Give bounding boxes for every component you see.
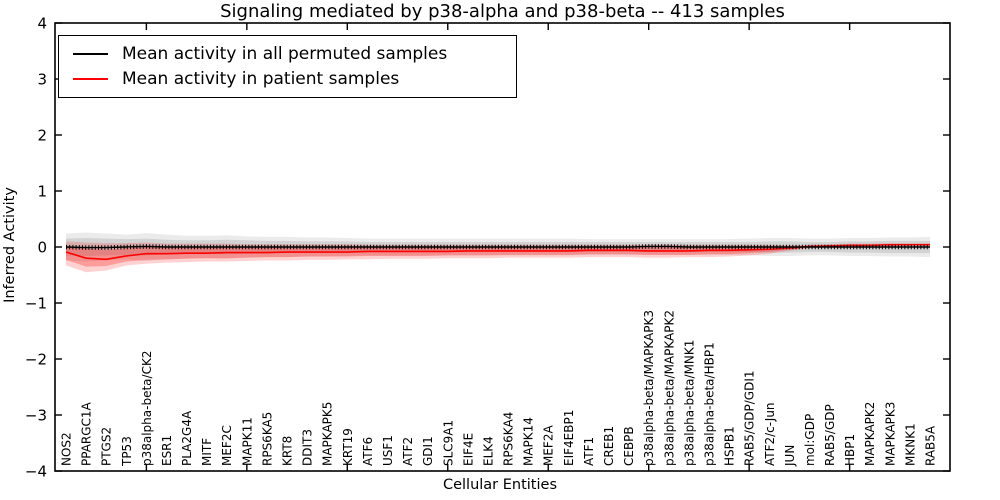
x-tick-label: RAB5/GDP/GDI1 [743,370,757,466]
x-tick-label: USF1 [381,435,395,466]
legend: Mean activity in all permuted samples Me… [58,35,517,98]
x-tick-label: p38alpha-beta/MNK1 [682,340,696,466]
x-tick-label: ATF1 [582,437,596,466]
legend-item-patient: Mean activity in patient samples [59,69,516,89]
x-tick-label: MAPKAPK5 [321,402,335,466]
x-tick-label: EIF4EBP1 [562,410,576,466]
y-tick-label: −4 [25,463,47,481]
x-tick-label: JUN [783,445,797,467]
legend-line-sample-permuted [73,52,108,55]
x-tick-label: p38alpha-beta/MAPKAPK3 [642,310,656,466]
chart-title: Signaling mediated by p38-alpha and p38-… [220,1,785,22]
x-tick-label: EIF4E [461,433,475,466]
x-tick-label: ATF6 [361,437,375,466]
x-tick-label: HBP1 [843,434,857,466]
x-tick-label: ELK4 [481,436,495,466]
x-tick-label: p38alpha-beta/CK2 [140,351,154,466]
y-tick-label: 1 [37,183,47,201]
y-tick-label: −3 [25,407,47,425]
x-tick-label: MAPKAPK3 [883,402,897,466]
x-axis-label: Cellular Entities [442,477,558,493]
x-tick-label: PPARGC1A [80,401,94,466]
legend-item-permuted: Mean activity in all permuted samples [59,44,516,64]
x-tick-label: ESR1 [160,435,174,466]
x-tick-label: CREB1 [602,426,616,466]
x-tick-label: TP53 [120,436,134,467]
legend-label-permuted: Mean activity in all permuted samples [122,43,448,64]
x-tick-label: MAPKAPK2 [863,402,877,466]
x-tick-label: SLC9A1 [441,420,455,466]
legend-label-patient: Mean activity in patient samples [122,69,400,90]
x-tick-label: p38alpha-beta/MAPKAPK2 [662,310,676,466]
y-tick-label: 3 [37,71,47,89]
x-tick-label: GDI1 [421,436,435,466]
x-tick-label: CEBPB [622,426,636,466]
x-tick-label: ATF2/c-Jun [763,402,777,466]
x-tick-label: MITF [200,438,214,466]
x-tick-label: PTGS2 [100,427,114,466]
x-tick-label: RAB5/GDP [823,404,837,466]
x-tick-label: KRT8 [281,436,295,466]
x-tick-label: MKNK1 [903,423,917,466]
x-tick-label: MEF2A [542,425,556,466]
x-tick-label: MEF2C [220,425,234,466]
y-axis-label: Inferred Activity [2,187,18,303]
x-tick-label: HSPB1 [723,426,737,466]
x-tick-label: RAB5A [924,425,938,466]
x-tick-label: DDIT3 [301,429,315,466]
x-tick-label: RPS6KA4 [502,412,516,466]
x-tick-label: ATF2 [401,437,415,466]
y-tick-label: 4 [37,15,47,33]
x-tick-label: p38alpha-beta/HBP1 [702,342,716,466]
band-patient-outer [66,241,930,273]
y-tick-label: 2 [37,127,47,145]
legend-line-sample-patient [73,78,108,81]
permuted-mean-line [65,245,930,249]
x-tick-label: KRT19 [341,428,355,466]
x-tick-label: MAPK14 [522,417,536,466]
y-tick-label: 0 [37,239,47,257]
x-tick-label: mol:GDP [803,414,817,466]
x-tick-label: MAPK11 [240,417,254,466]
x-tick-label: RPS6KA5 [260,412,274,466]
x-tick-label: PLA2G4A [180,410,194,466]
y-tick-label: −1 [25,295,47,313]
x-tick-label: NOS2 [60,432,74,466]
y-tick-label: −2 [25,351,47,369]
